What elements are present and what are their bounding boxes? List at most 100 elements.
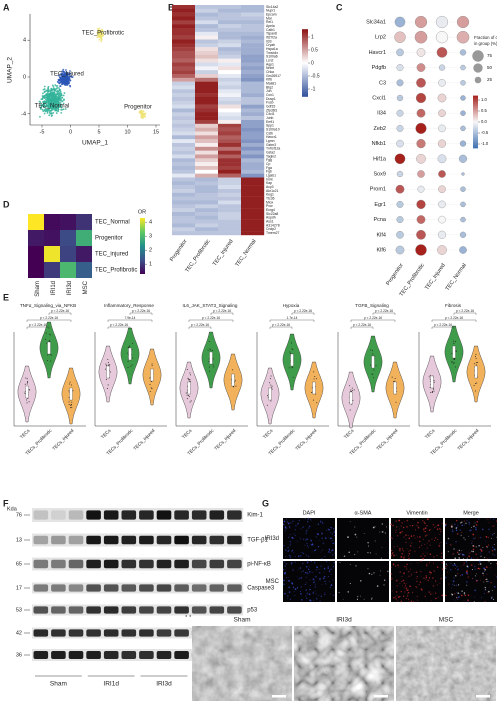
signal	[291, 536, 293, 539]
jitter-point	[49, 354, 51, 356]
jitter-point	[189, 372, 191, 374]
signal	[488, 551, 491, 553]
heatmap-cell	[76, 230, 92, 246]
blot-band	[191, 584, 207, 592]
heatmap-cell	[172, 135, 196, 140]
heatmap-cell	[195, 154, 219, 159]
signal	[453, 577, 455, 579]
gene-label: Tnfrsf12a	[266, 147, 280, 151]
dot	[459, 246, 467, 254]
jitter-point	[130, 365, 132, 367]
plot-title: TNFα_Signaling_via_NFKB	[20, 303, 76, 308]
signal	[466, 565, 469, 568]
signal	[309, 588, 311, 591]
jitter-point	[451, 352, 453, 354]
gene-label: Cstb	[266, 131, 273, 135]
column-label: TEC_Normal	[234, 239, 257, 268]
signal	[287, 546, 289, 549]
signal	[306, 543, 308, 544]
jitter-point	[70, 384, 72, 386]
umap-point	[48, 111, 51, 114]
heatmap-cell	[241, 192, 265, 197]
heatmap-cell	[218, 219, 242, 224]
heatmap-cell	[195, 185, 219, 190]
signal	[483, 556, 486, 559]
umap-point	[61, 100, 63, 102]
signal	[319, 572, 321, 574]
signal	[325, 561, 328, 563]
heatmap-cell	[218, 223, 242, 228]
blot-background	[32, 557, 244, 571]
dot	[394, 31, 406, 43]
signal	[426, 518, 429, 521]
umap-point	[44, 107, 47, 110]
jitter-point	[433, 390, 435, 392]
signal	[285, 526, 287, 528]
umap-point	[59, 95, 62, 98]
dot	[460, 64, 466, 71]
y-tick-label: 0	[23, 74, 26, 80]
signal	[475, 553, 477, 555]
signal	[367, 542, 369, 544]
heatmap-cell	[172, 215, 196, 220]
signal	[408, 591, 410, 594]
umap-point	[44, 90, 46, 93]
signal	[299, 537, 302, 539]
signal	[401, 548, 404, 550]
signal	[415, 586, 417, 588]
signal	[493, 598, 495, 600]
blot-band	[227, 584, 242, 592]
jitter-point	[107, 384, 109, 386]
signal	[399, 548, 401, 550]
blot-band	[156, 535, 172, 545]
signal	[438, 544, 441, 547]
signal	[285, 563, 287, 565]
signal	[436, 566, 439, 568]
signal	[445, 567, 447, 569]
signal	[288, 586, 291, 589]
signal	[288, 554, 291, 557]
umap-point	[39, 115, 41, 118]
signal	[399, 531, 402, 534]
bracket	[350, 326, 374, 329]
plot-title: Fibrosis	[445, 303, 462, 308]
signal	[486, 574, 488, 575]
signal	[403, 555, 405, 557]
signal	[290, 562, 292, 564]
heatmap-cell	[241, 127, 265, 132]
jitter-point	[127, 366, 129, 368]
dot	[416, 199, 426, 209]
heatmap-cell	[195, 77, 219, 82]
group-label: MSC	[439, 617, 454, 624]
gene-label: Tspan8	[266, 32, 277, 36]
dot	[416, 108, 426, 118]
panel-label: G	[262, 498, 269, 508]
signal	[284, 592, 286, 595]
signal	[393, 554, 395, 557]
dot	[438, 170, 446, 178]
marker-label: 53	[16, 607, 22, 613]
jitter-point	[50, 354, 52, 356]
signal	[483, 574, 485, 577]
signal	[318, 568, 320, 570]
heatmap-cell	[218, 204, 242, 209]
x-tick-label: 10	[124, 129, 130, 135]
box	[69, 387, 73, 401]
heatmap-cell	[172, 85, 196, 90]
jitter-point	[26, 402, 28, 404]
signal	[404, 565, 406, 568]
box	[312, 381, 316, 395]
heatmap-cell	[195, 47, 219, 52]
signal	[303, 553, 305, 555]
umap-point	[96, 34, 99, 37]
signal	[425, 579, 427, 581]
jitter-point	[453, 362, 455, 364]
signal	[465, 561, 468, 563]
panel-label: D	[3, 199, 10, 209]
dot	[458, 154, 468, 163]
signal	[399, 582, 401, 584]
x-tick-label: 15	[153, 129, 159, 135]
signal	[392, 525, 394, 527]
umap-point	[41, 98, 44, 100]
jitter-point	[313, 378, 315, 380]
